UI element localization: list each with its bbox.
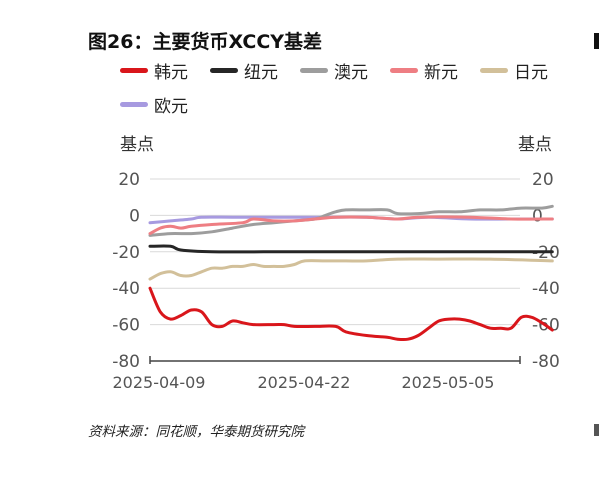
legend-label: 韩元 (154, 63, 188, 83)
y-tick-label-left: -80 (112, 352, 140, 372)
y-tick-label-right: -40 (532, 279, 560, 299)
legend-label: 澳元 (334, 63, 368, 83)
y-axis-label-right: 基点 (518, 135, 552, 155)
legend-label: 欧元 (154, 97, 188, 117)
legend-swatch (300, 68, 328, 73)
edge-glyph-fragment (594, 33, 599, 49)
y-tick-label-left: 0 (129, 206, 140, 226)
chart-title: 图26：主要货币XCCY基差 (88, 31, 323, 53)
x-tick-label: 2025-04-22 (258, 373, 351, 392)
y-tick-label-right: 20 (532, 170, 554, 190)
y-tick-label-left: -20 (112, 243, 140, 263)
legend-swatch (480, 68, 508, 73)
y-tick-label-right: -80 (532, 352, 560, 372)
legend-label: 纽元 (244, 63, 278, 83)
y-tick-label-right: 0 (532, 206, 543, 226)
series-line-新元 (148, 215, 554, 236)
legend-swatch (390, 68, 418, 73)
legend-label: 新元 (424, 63, 458, 83)
y-axis-label-left: 基点 (120, 135, 154, 155)
legend-label: 日元 (514, 63, 548, 83)
legend-item: 韩元 (120, 58, 188, 83)
legend-item: 新元 (390, 58, 458, 83)
legend-item: 澳元 (300, 58, 368, 83)
y-tick-label-left: -60 (112, 316, 140, 336)
series-line-澳元 (148, 204, 554, 237)
source-note: 资料来源：同花顺，华泰期货研究院 (88, 424, 304, 440)
legend-swatch (210, 68, 238, 73)
x-tick-label: 2025-04-09 (113, 373, 206, 392)
y-tick-label-left: -40 (112, 279, 140, 299)
legend-item: 日元 (480, 58, 548, 83)
legend-item: 欧元 (120, 92, 188, 117)
edge-glyph-fragment-2 (594, 424, 599, 436)
x-tick-label: 2025-05-05 (402, 373, 495, 392)
legend-swatch (120, 68, 148, 73)
series-line-日元 (148, 257, 554, 281)
legend-item: 纽元 (210, 58, 278, 83)
series-line-韩元 (148, 286, 554, 342)
y-tick-label-left: 20 (118, 170, 140, 190)
series-line-纽元 (148, 244, 554, 254)
legend-swatch (120, 102, 148, 107)
